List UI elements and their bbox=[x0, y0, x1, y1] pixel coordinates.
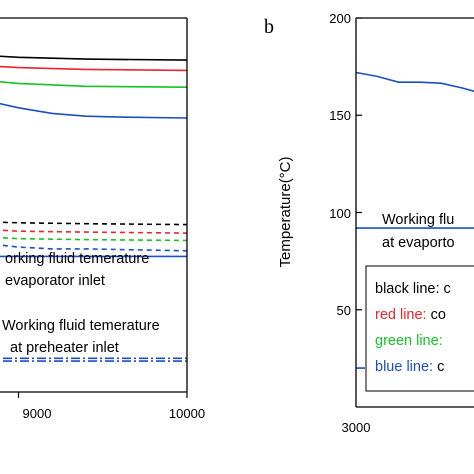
panel-a-annotation-line: at preheater inlet bbox=[10, 340, 119, 356]
panel-a-series bbox=[0, 55, 188, 362]
panel-b-y-tick-label: 150 bbox=[329, 108, 351, 123]
panel-a-annotation-line: Working fluid temerature bbox=[2, 318, 160, 334]
panel-a-annotation-line: evaporator inlet bbox=[5, 273, 105, 289]
legend-entry: blue line: c bbox=[375, 359, 444, 375]
panel-b-annotation-line: at evaporto bbox=[382, 235, 455, 251]
series-line-4 bbox=[0, 221, 188, 226]
panel-b-label: b bbox=[264, 16, 274, 38]
series-line-0 bbox=[355, 71, 474, 93]
panel-a: 9000 10000 orking fluid temerature evapo… bbox=[0, 17, 205, 421]
panel-b-y-axis-label: Temperature(°C) bbox=[277, 156, 294, 267]
legend-entry-label: green line: bbox=[375, 333, 443, 349]
panel-b-y-tick-label: 50 bbox=[337, 303, 351, 318]
legend-entry-label: red line: bbox=[375, 307, 427, 323]
panel-a-x-tick-label: 9000 bbox=[23, 406, 52, 421]
legend-entry-label: blue line: bbox=[375, 359, 433, 375]
panel-b-y-tick-label: 100 bbox=[329, 206, 351, 221]
legend-entry-label: black line: bbox=[375, 281, 439, 297]
legend-entry-rest: co bbox=[427, 307, 446, 323]
series-line-0 bbox=[0, 55, 188, 61]
legend-entry-rest: c bbox=[439, 281, 450, 297]
panel-b-y-tick-label: 200 bbox=[329, 11, 351, 26]
panel-b-y-ticks bbox=[356, 17, 362, 311]
series-line-1 bbox=[0, 65, 188, 72]
panel-a-x-tick-label: 10000 bbox=[169, 406, 205, 421]
panel-b-x-tick-label: 3000 bbox=[342, 420, 371, 435]
series-line-7 bbox=[0, 244, 188, 252]
panel-a-annotation-line: orking fluid temerature bbox=[5, 251, 149, 267]
legend-entry: green line: bbox=[375, 333, 443, 349]
panel-b-annotation-line: Working flu bbox=[382, 212, 454, 228]
legend-entry-rest: c bbox=[433, 359, 444, 375]
series-line-5 bbox=[0, 229, 188, 234]
series-line-3 bbox=[0, 102, 188, 119]
legend-entry: red line: co bbox=[375, 307, 446, 323]
legend-box bbox=[365, 265, 474, 392]
series-line-2 bbox=[0, 81, 188, 88]
panel-a-x-ticks bbox=[17, 392, 188, 398]
series-line-6 bbox=[0, 236, 188, 242]
panel-b-legend: black line: c red line: co green line: b… bbox=[365, 265, 474, 392]
panel-b: b 200 150 100 50 3000 Temperature(°C) Wo… bbox=[264, 11, 474, 435]
legend-entry: black line: c bbox=[375, 281, 451, 297]
